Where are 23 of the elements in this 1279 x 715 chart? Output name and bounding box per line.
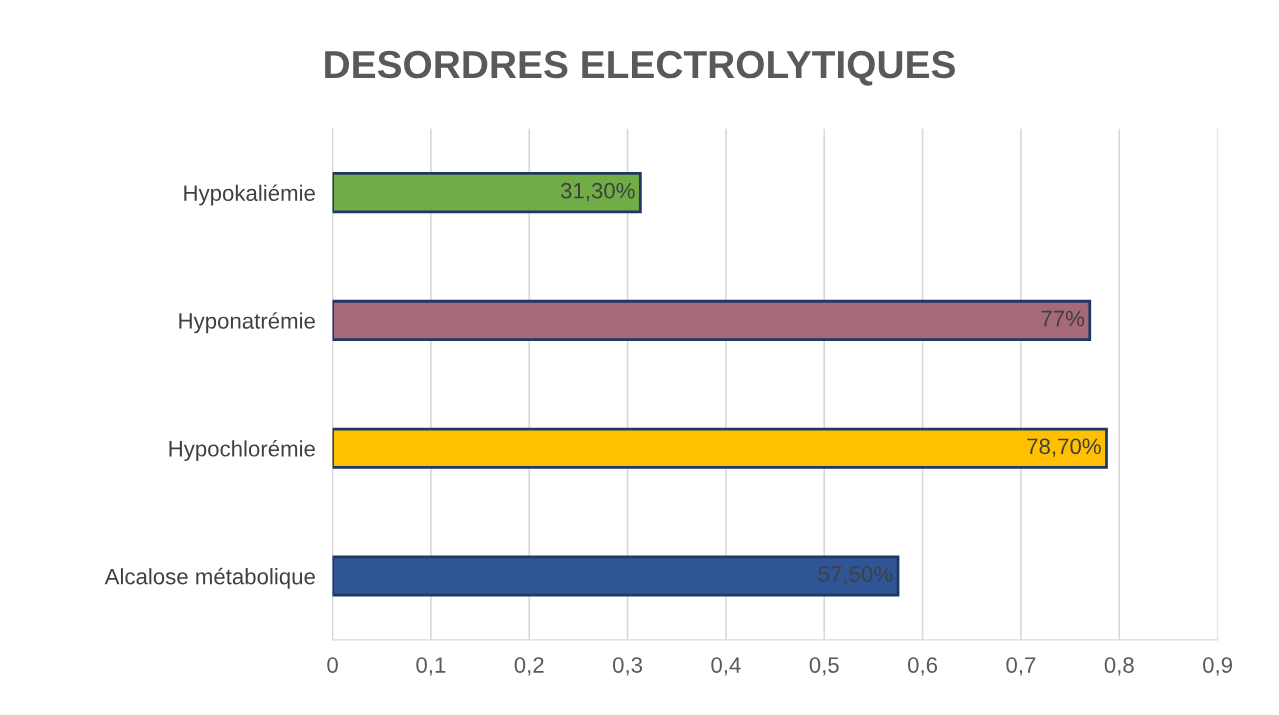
y-tick-label: Hypokaliémie — [184, 184, 315, 206]
data-label: 57,50% — [818, 566, 893, 585]
chart-title: DESORDRES ELECTROLYTIQUES — [325, 50, 955, 86]
bar — [332, 299, 1092, 341]
x-tick-label: 0,7 — [1006, 657, 1036, 676]
x-tick-label: 0,1 — [416, 657, 446, 676]
x-tick-label: 0,2 — [514, 657, 544, 676]
x-tick-label: 0,4 — [711, 657, 741, 676]
y-tick-label: Hypochlorémie — [169, 440, 315, 462]
bar — [332, 427, 1108, 469]
y-tick-label: Hyponatrémie — [179, 312, 315, 334]
x-tick-label: 0,8 — [1104, 657, 1134, 676]
bar — [332, 555, 900, 597]
x-tick-label: 0,5 — [809, 657, 839, 676]
y-tick-label: Alcalose métabolique — [104, 567, 315, 589]
bar — [332, 172, 642, 214]
data-label: 31,30% — [560, 182, 635, 202]
x-tick-label: 0,9 — [1203, 657, 1232, 676]
x-tick-label: 0 — [327, 657, 338, 673]
x-tick-label: 0,6 — [908, 657, 938, 676]
data-label: 77% — [1041, 310, 1085, 327]
data-label: 78,70% — [1027, 438, 1101, 457]
x-tick-label: 0,3 — [612, 657, 643, 676]
